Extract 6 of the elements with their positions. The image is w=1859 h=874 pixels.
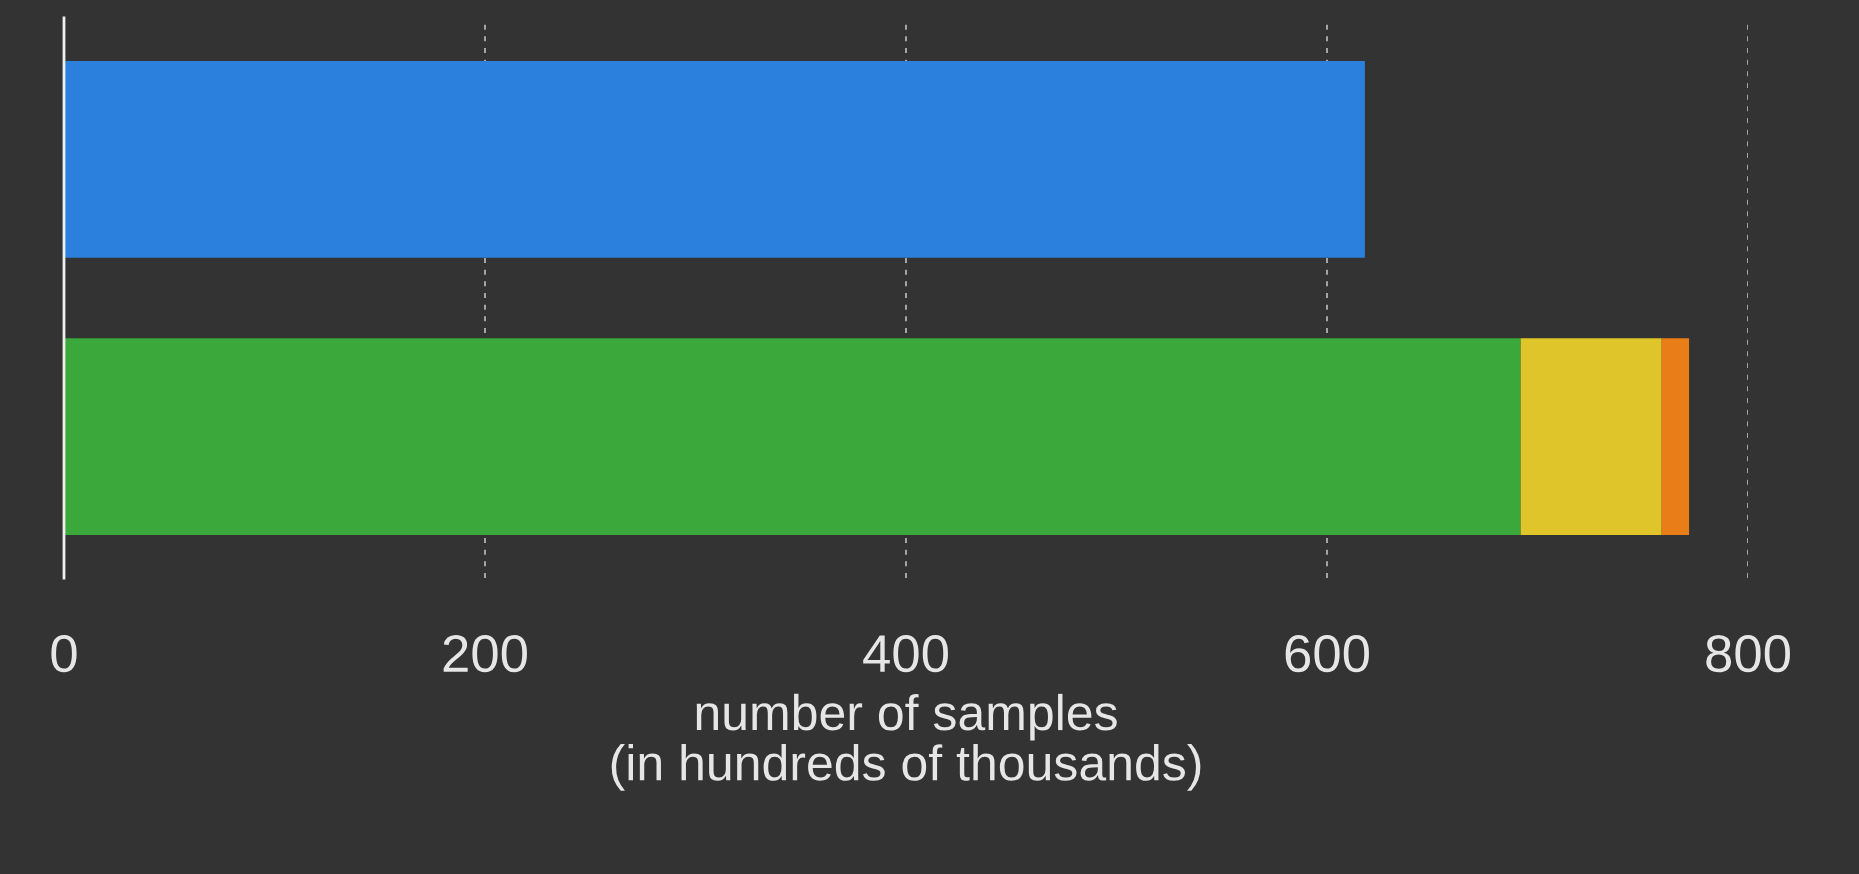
x-tick-label: 0 xyxy=(51,634,77,673)
x-axis-title: number of samples (in hundreds of thousands) xyxy=(611,693,1201,791)
x-tick-label: 600 xyxy=(1285,634,1369,673)
x-tick-label: 800 xyxy=(1706,634,1790,673)
x-tick-label: 400 xyxy=(863,634,948,673)
x-tick-label: 200 xyxy=(443,634,527,673)
